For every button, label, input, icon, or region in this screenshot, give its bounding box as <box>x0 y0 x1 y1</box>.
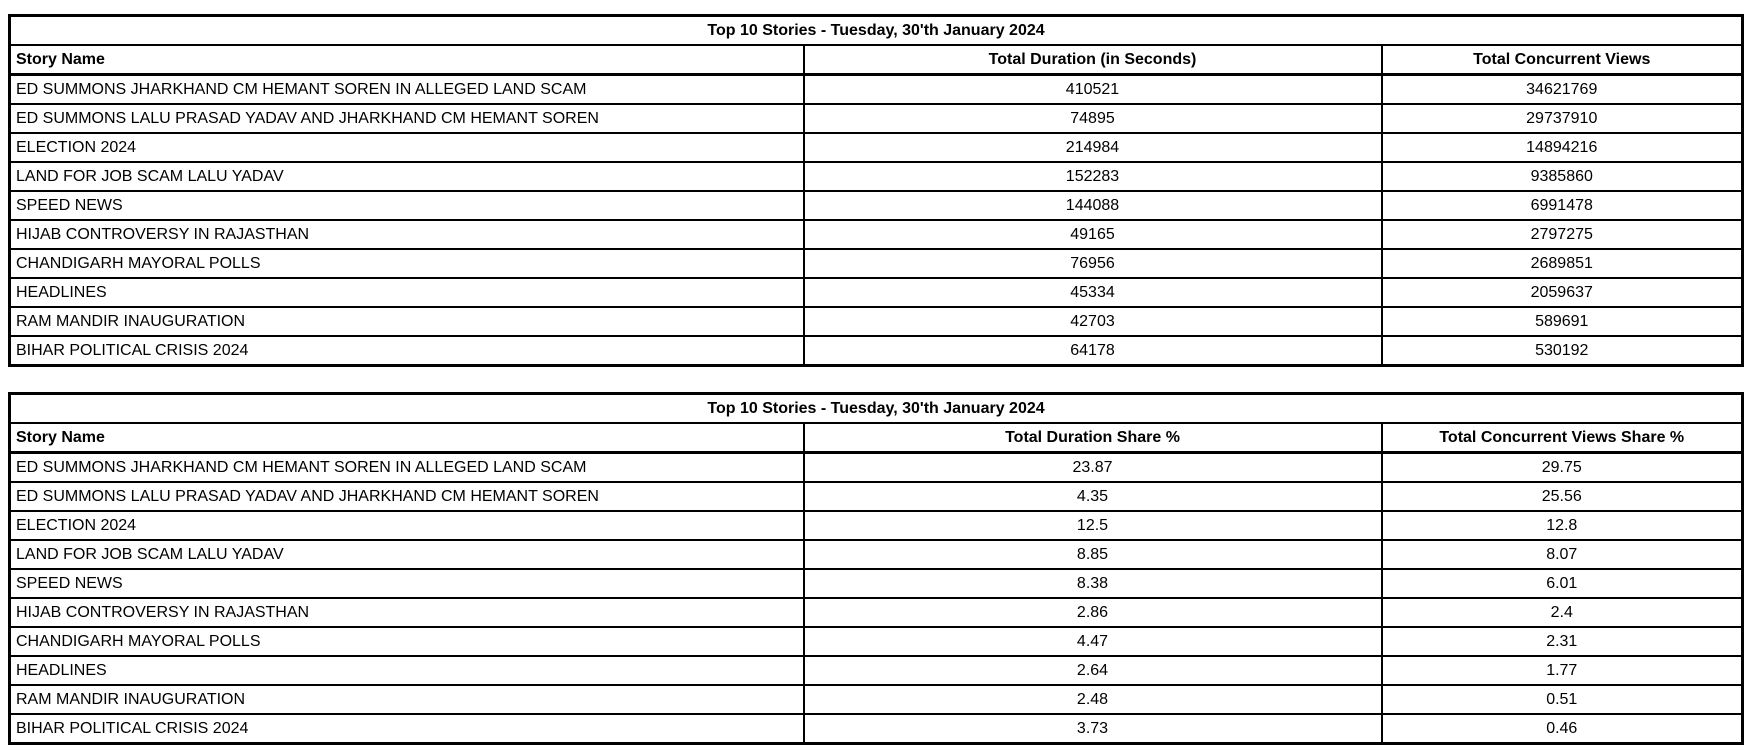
story-name-cell: LAND FOR JOB SCAM LALU YADAV <box>8 161 805 192</box>
table-row: HEADLINES 2.64 1.77 <box>8 655 1744 686</box>
value-cell: 14894216 <box>1380 132 1744 163</box>
table-row: ED SUMMONS JHARKHAND CM HEMANT SOREN IN … <box>8 73 1744 105</box>
table-row: SPEED NEWS 144088 6991478 <box>8 190 1744 221</box>
table-header-row: Story Name Total Duration Share % Total Co… <box>8 422 1744 454</box>
value-cell: 0.46 <box>1380 713 1744 745</box>
column-header: Story Name <box>8 422 805 454</box>
table-title: Top 10 Stories - Tuesday, 30'th January … <box>8 14 1744 46</box>
story-name-cell: SPEED NEWS <box>8 190 805 221</box>
table-row: BIHAR POLITICAL CRISIS 2024 64178 530192 <box>8 335 1744 367</box>
table-row: RAM MANDIR INAUGURATION 42703 589691 <box>8 306 1744 337</box>
value-cell: 2.4 <box>1380 597 1744 628</box>
table-title-row: Top 10 Stories - Tuesday, 30'th January … <box>8 392 1744 424</box>
table-row: ELECTION 2024 12.5 12.8 <box>8 510 1744 541</box>
story-name-cell: HEADLINES <box>8 655 805 686</box>
table-row: ELECTION 2024 214984 14894216 <box>8 132 1744 163</box>
story-name-cell: ELECTION 2024 <box>8 510 805 541</box>
value-cell: 25.56 <box>1380 481 1744 512</box>
story-name-cell: SPEED NEWS <box>8 568 805 599</box>
column-header: Total Concurrent Views Share % <box>1380 422 1744 454</box>
story-name-cell: RAM MANDIR INAUGURATION <box>8 684 805 715</box>
column-header: Total Duration (in Seconds) <box>802 44 1383 76</box>
value-cell: 0.51 <box>1380 684 1744 715</box>
story-name-cell: ELECTION 2024 <box>8 132 805 163</box>
value-cell: 2.64 <box>802 655 1383 686</box>
value-cell: 74895 <box>802 103 1383 134</box>
report-table: Top 10 Stories - Tuesday, 30'th January … <box>8 392 1745 745</box>
value-cell: 530192 <box>1380 335 1744 367</box>
value-cell: 42703 <box>802 306 1383 337</box>
story-name-cell: CHANDIGARH MAYORAL POLLS <box>8 248 805 279</box>
value-cell: 8.85 <box>802 539 1383 570</box>
value-cell: 2.48 <box>802 684 1383 715</box>
table-row: RAM MANDIR INAUGURATION 2.48 0.51 <box>8 684 1744 715</box>
value-cell: 2797275 <box>1380 219 1744 250</box>
table-row: LAND FOR JOB SCAM LALU YADAV 8.85 8.07 <box>8 539 1744 570</box>
value-cell: 6991478 <box>1380 190 1744 221</box>
story-name-cell: HIJAB CONTROVERSY IN RAJASTHAN <box>8 597 805 628</box>
story-name-cell: LAND FOR JOB SCAM LALU YADAV <box>8 539 805 570</box>
value-cell: 4.35 <box>802 481 1383 512</box>
table-row: BIHAR POLITICAL CRISIS 2024 3.73 0.46 <box>8 713 1744 745</box>
value-cell: 45334 <box>802 277 1383 308</box>
table-title: Top 10 Stories - Tuesday, 30'th January … <box>8 392 1744 424</box>
table-body: ED SUMMONS JHARKHAND CM HEMANT SOREN IN … <box>8 451 1744 745</box>
value-cell: 8.07 <box>1380 539 1744 570</box>
value-cell: 29.75 <box>1380 451 1744 483</box>
value-cell: 2.31 <box>1380 626 1744 657</box>
value-cell: 12.8 <box>1380 510 1744 541</box>
value-cell: 6.01 <box>1380 568 1744 599</box>
table-row: CHANDIGARH MAYORAL POLLS 4.47 2.31 <box>8 626 1744 657</box>
table-row: HIJAB CONTROVERSY IN RAJASTHAN 49165 27972… <box>8 219 1744 250</box>
value-cell: 2.86 <box>802 597 1383 628</box>
value-cell: 589691 <box>1380 306 1744 337</box>
value-cell: 76956 <box>802 248 1383 279</box>
value-cell: 64178 <box>802 335 1383 367</box>
value-cell: 9385860 <box>1380 161 1744 192</box>
value-cell: 3.73 <box>802 713 1383 745</box>
table-header-row: Story Name Total Duration (in Seconds) Tot… <box>8 44 1744 76</box>
table-row: ED SUMMONS LALU PRASAD YADAV AND JHARKHA… <box>8 103 1744 134</box>
value-cell: 23.87 <box>802 451 1383 483</box>
story-name-cell: ED SUMMONS JHARKHAND CM HEMANT SOREN IN … <box>8 451 805 483</box>
table-row: ED SUMMONS JHARKHAND CM HEMANT SOREN IN … <box>8 451 1744 483</box>
value-cell: 2059637 <box>1380 277 1744 308</box>
story-name-cell: ED SUMMONS LALU PRASAD YADAV AND JHARKHA… <box>8 103 805 134</box>
story-name-cell: HEADLINES <box>8 277 805 308</box>
value-cell: 1.77 <box>1380 655 1744 686</box>
value-cell: 49165 <box>802 219 1383 250</box>
column-header: Story Name <box>8 44 805 76</box>
value-cell: 144088 <box>802 190 1383 221</box>
table-row: HEADLINES 45334 2059637 <box>8 277 1744 308</box>
value-cell: 152283 <box>802 161 1383 192</box>
column-header: Total Concurrent Views <box>1380 44 1744 76</box>
value-cell: 2689851 <box>1380 248 1744 279</box>
table-row: HIJAB CONTROVERSY IN RAJASTHAN 2.86 2.4 <box>8 597 1744 628</box>
value-cell: 29737910 <box>1380 103 1744 134</box>
story-name-cell: ED SUMMONS JHARKHAND CM HEMANT SOREN IN … <box>8 73 805 105</box>
table-row: ED SUMMONS LALU PRASAD YADAV AND JHARKHA… <box>8 481 1744 512</box>
story-name-cell: HIJAB CONTROVERSY IN RAJASTHAN <box>8 219 805 250</box>
value-cell: 214984 <box>802 132 1383 163</box>
value-cell: 12.5 <box>802 510 1383 541</box>
table-row: CHANDIGARH MAYORAL POLLS 76956 2689851 <box>8 248 1744 279</box>
story-name-cell: RAM MANDIR INAUGURATION <box>8 306 805 337</box>
top-stories-share-percent-table: Top 10 Stories - Tuesday, 30'th January … <box>8 392 1745 745</box>
column-header: Total Duration Share % <box>802 422 1383 454</box>
value-cell: 410521 <box>802 73 1383 105</box>
story-name-cell: BIHAR POLITICAL CRISIS 2024 <box>8 335 805 367</box>
story-name-cell: ED SUMMONS LALU PRASAD YADAV AND JHARKHA… <box>8 481 805 512</box>
value-cell: 8.38 <box>802 568 1383 599</box>
value-cell: 34621769 <box>1380 73 1744 105</box>
table-row: LAND FOR JOB SCAM LALU YADAV 152283 938586… <box>8 161 1744 192</box>
table-title-row: Top 10 Stories - Tuesday, 30'th January … <box>8 14 1744 46</box>
report-table: Top 10 Stories - Tuesday, 30'th January … <box>8 14 1745 367</box>
story-name-cell: BIHAR POLITICAL CRISIS 2024 <box>8 713 805 745</box>
table-row: SPEED NEWS 8.38 6.01 <box>8 568 1744 599</box>
story-name-cell: CHANDIGARH MAYORAL POLLS <box>8 626 805 657</box>
value-cell: 4.47 <box>802 626 1383 657</box>
top-stories-duration-views-table: Top 10 Stories - Tuesday, 30'th January … <box>8 14 1745 367</box>
table-body: ED SUMMONS JHARKHAND CM HEMANT SOREN IN … <box>8 73 1744 367</box>
